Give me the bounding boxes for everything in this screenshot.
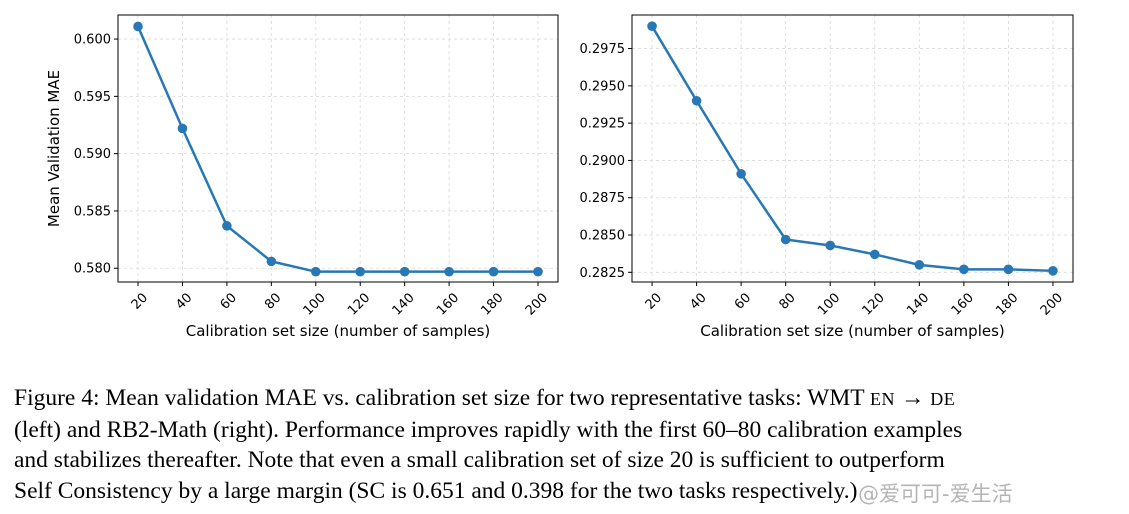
data-point	[222, 221, 232, 231]
figure-charts: 0.580 0.585 0.590 0.595 0.600 20 40 60 80 100 120 1…	[45, 14, 1074, 340]
series-line	[650, 25, 1053, 273]
y-tick-label: 0.595	[74, 90, 111, 105]
data-point	[914, 260, 925, 270]
x-tick-label: 120	[860, 290, 888, 318]
y-tick-label: 0.2950	[580, 79, 626, 94]
x-tick-label: 80	[776, 290, 798, 312]
caption-line-1-a: Figure 4: Mean validation MAE vs. calibr…	[14, 385, 871, 411]
x-tick-label: 100	[815, 290, 843, 318]
data-point	[399, 266, 410, 277]
x-tick-label: 100	[301, 290, 329, 318]
y-tick-label: 0.580	[74, 262, 111, 277]
x-tick-label: 140	[904, 290, 932, 318]
data-point	[780, 234, 791, 245]
caption-line-2: (left) and RB2-Math (right). Performance…	[14, 416, 963, 443]
data-point	[736, 169, 746, 179]
left-chart-panel: 0.580 0.585 0.590 0.595 0.600 20 40 60 80 100 120 1…	[45, 14, 559, 340]
y-tick-label: 0.590	[74, 147, 111, 162]
caption-de: DE	[930, 389, 956, 409]
data-point	[959, 264, 969, 275]
watermark: @爱可可-爱生活	[858, 482, 1013, 506]
y-tick-label: 0.2900	[580, 154, 626, 169]
data-point	[133, 21, 143, 32]
data-point	[177, 123, 188, 134]
y-tick-label: 0.2825	[580, 266, 626, 281]
data-point	[355, 266, 366, 277]
x-tick-label: 40	[687, 290, 709, 312]
x-tick-label: 60	[732, 290, 754, 312]
caption-line-3: and stabilizes thereafter. Note that eve…	[14, 447, 945, 473]
x-tick-label: 160	[434, 290, 462, 318]
data-point	[266, 256, 277, 267]
plot-frame	[631, 14, 1074, 283]
data-point	[488, 266, 499, 277]
y-tick-label: 0.2975	[580, 42, 626, 57]
data-point	[533, 266, 543, 277]
y-tick-label: 0.2850	[580, 229, 626, 244]
data-point	[444, 266, 454, 277]
x-tick-label: 180	[993, 290, 1021, 318]
data-point	[310, 266, 321, 277]
caption-line-1: Figure 4: Mean validation MAE vs. calibr…	[14, 383, 1114, 415]
data-point	[1048, 266, 1058, 276]
x-tick-label: 40	[173, 290, 195, 312]
x-tick-label: 120	[345, 290, 373, 318]
y-tick-label: 0.585	[74, 204, 111, 219]
x-tick-label: 20	[129, 290, 151, 312]
x-tick-label: 80	[262, 290, 284, 312]
x-axis-label: Calibration set size (number of samples)	[186, 322, 491, 340]
y-tick-label: 0.2925	[580, 117, 626, 132]
y-axis-label: Mean Validation MAE	[45, 70, 63, 227]
caption-line-4: Self Consistency by a large margin (SC i…	[14, 477, 858, 504]
data-point	[869, 249, 880, 260]
x-tick-label: 160	[949, 290, 977, 318]
caption-arrow: →	[895, 385, 931, 411]
plot-frame	[117, 14, 559, 283]
x-tick-label: 140	[390, 290, 418, 318]
figure-caption: Figure 4: Mean validation MAE vs. calibr…	[14, 383, 1114, 506]
data-point	[825, 240, 836, 251]
caption-en: EN	[870, 389, 896, 409]
x-tick-label: 200	[523, 290, 551, 318]
series-line	[136, 25, 538, 273]
right-chart-panel: 0.2825 0.2850 0.2875 0.2900 0.2925 0.2950 0.29…	[580, 14, 1074, 340]
x-tick-label: 180	[478, 290, 506, 318]
x-tick-label: 20	[643, 290, 665, 312]
data-point	[1003, 264, 1014, 275]
data-point	[647, 21, 657, 31]
y-tick-label: 0.600	[74, 33, 111, 48]
y-tick-label: 0.2875	[580, 191, 626, 206]
x-tick-label: 200	[1038, 290, 1066, 318]
x-tick-label: 60	[218, 290, 240, 312]
data-point	[691, 95, 702, 106]
x-axis-label: Calibration set size (number of samples)	[700, 322, 1005, 340]
